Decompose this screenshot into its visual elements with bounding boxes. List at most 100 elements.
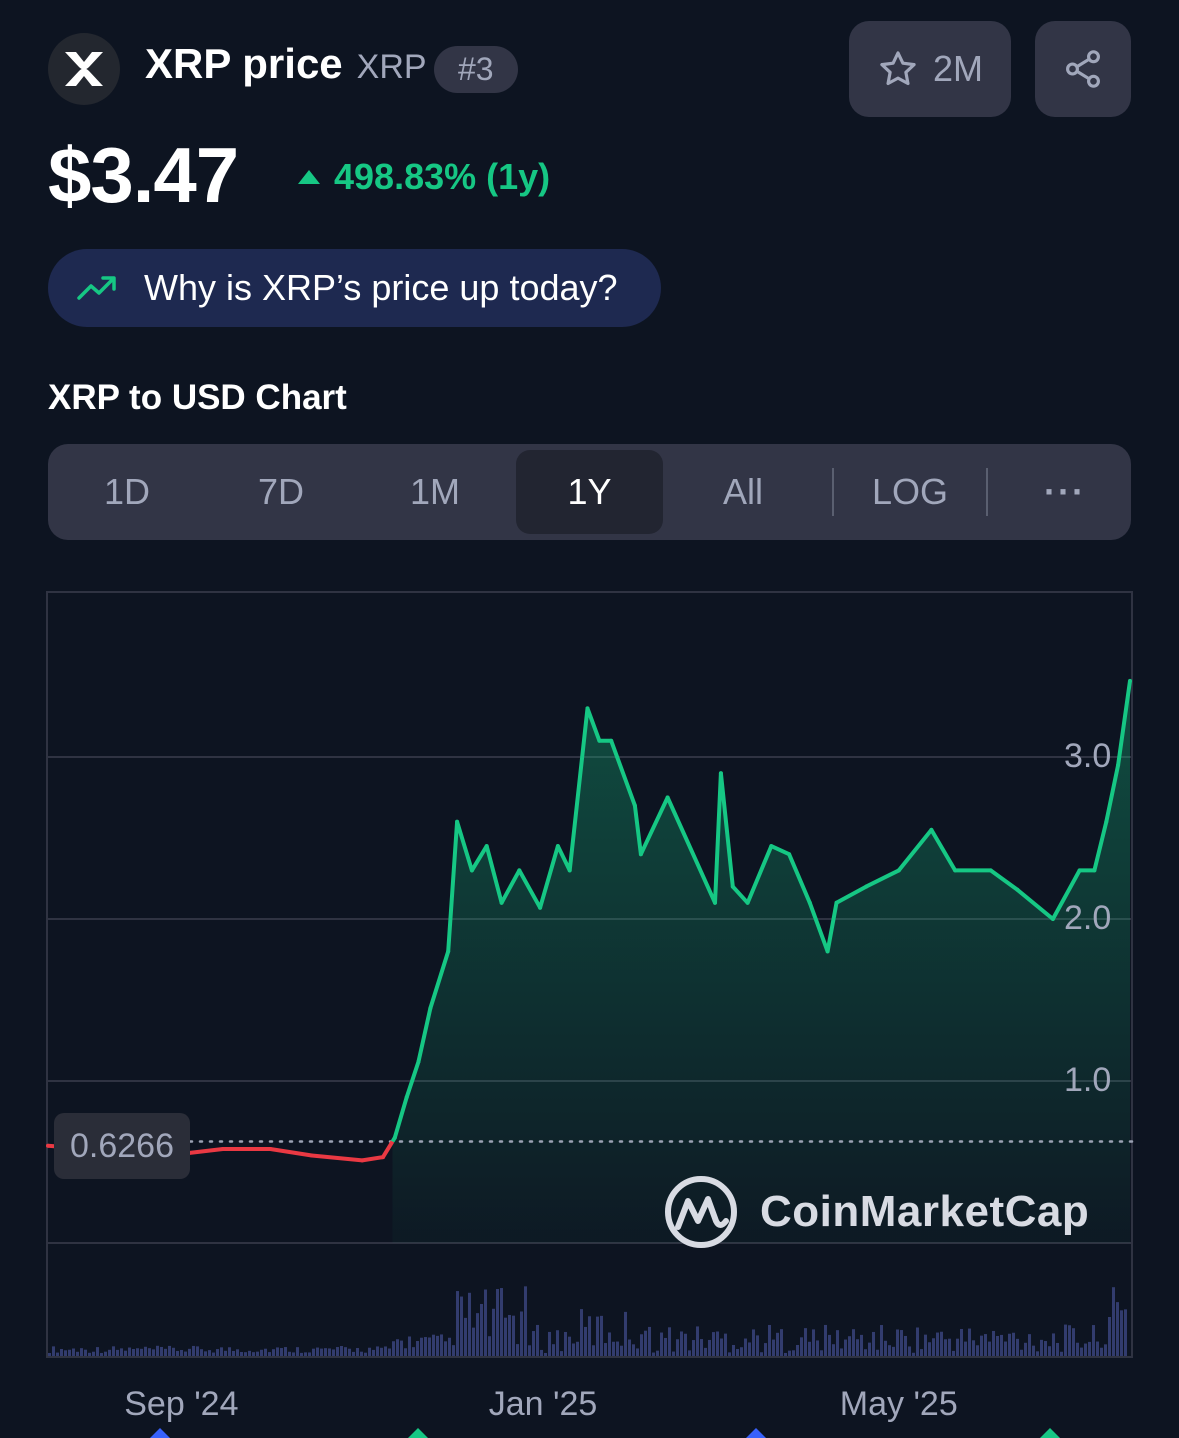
volume-bar [700,1339,703,1356]
why-price-up-button[interactable]: Why is XRP’s price up today? [48,249,661,327]
data-point [929,827,934,832]
volume-bar [1056,1342,1059,1356]
data-point [769,844,774,849]
tab-1y[interactable]: 1Y [516,450,663,534]
volume-bar [456,1291,459,1356]
volume-bar [948,1338,951,1356]
volume-bar [980,1335,983,1356]
event-marker-icon[interactable] [1040,1428,1060,1438]
volume-bar [300,1352,303,1356]
price-change: 498.83% (1y) [296,156,550,198]
volume-bar [276,1347,279,1356]
volume-bar [828,1334,831,1356]
volume-bar [820,1350,823,1356]
volume-bar [436,1335,439,1356]
volume-bar [96,1347,99,1356]
volume-bar [916,1327,919,1356]
volume-bar [152,1349,155,1356]
event-marker-icon[interactable] [150,1428,170,1438]
volume-bar [524,1286,527,1356]
tab-7d[interactable]: 7D [257,471,305,512]
volume-bar [552,1344,555,1356]
volume-bar [1084,1343,1087,1356]
data-point [787,852,792,857]
data-point [585,706,590,711]
volume-bar [384,1346,387,1356]
volume-bar [272,1349,275,1356]
volume-bar [788,1350,791,1356]
volume-bar [236,1349,239,1356]
volume-bar [288,1351,291,1356]
more-options-button[interactable]: ··· [1044,471,1086,512]
volume-bar [556,1330,559,1356]
volume-bar [808,1341,811,1356]
volume-bar [400,1340,403,1356]
volume-bar [660,1332,663,1356]
volume-bar [344,1347,347,1356]
trending-up-icon [77,276,116,300]
share-icon [1066,50,1100,88]
coin-title: XRP price XRP [145,40,427,88]
event-marker-icon[interactable] [408,1428,428,1438]
volume-bar [280,1348,283,1356]
volume-bar [740,1347,743,1356]
watermark-text: CoinMarketCap [760,1187,1090,1236]
volume-bar [1004,1341,1007,1356]
time-range-tabs: 1D 7D 1M 1Y All LOG ··· [48,444,1131,540]
volume-bar [136,1348,139,1356]
volume-bar [592,1345,595,1356]
volume-bar [860,1334,863,1356]
coin-symbol: XRP [356,48,427,86]
data-point [1050,917,1055,921]
volume-bar [64,1350,67,1356]
volume-bar [872,1331,875,1356]
share-button[interactable] [1035,21,1131,117]
rank-badge: #3 [434,46,518,93]
tab-1d[interactable]: 1D [103,471,151,512]
data-point [220,1147,225,1151]
y-tick-label: 2.0 [1064,899,1112,937]
volume-bar [864,1349,867,1356]
volume-bar [560,1351,563,1356]
volume-bar [964,1341,967,1356]
volume-bar [792,1350,795,1356]
volume-bar [776,1332,779,1356]
volume-bar [140,1348,143,1356]
volume-bar [624,1311,627,1356]
why-price-up-label: Why is XRP’s price up today? [144,267,618,308]
volume-bar [584,1326,587,1356]
volume-bar [608,1332,611,1356]
event-marker-icon[interactable] [746,1428,766,1438]
volume-bar [212,1352,215,1356]
coinmarketcap-logo-icon [665,1176,737,1248]
volume-bar [532,1331,535,1356]
volume-bar [752,1329,755,1356]
volume-bar [480,1303,483,1356]
volume-bar [252,1352,255,1356]
volume-bar [332,1349,335,1356]
data-point [567,868,572,873]
volume-bar [908,1346,911,1356]
volume-bar [388,1348,391,1356]
volume-bar [684,1333,687,1356]
volume-bar [444,1341,447,1356]
volume-bar [1064,1324,1067,1356]
watchlist-button[interactable]: 2M [849,21,1011,117]
volume-bar [132,1348,135,1356]
tab-all[interactable]: All [722,471,763,512]
volume-bar [1120,1310,1123,1356]
coinmarketcap-watermark: CoinMarketCap [664,1175,1089,1249]
tab-1m[interactable]: 1M [409,471,460,512]
volume-bar [824,1324,827,1356]
volume-bar [364,1352,367,1356]
volume-bar [408,1336,411,1356]
volume-bar [944,1339,947,1356]
tab-log[interactable]: LOG [871,471,949,512]
data-point [1077,868,1082,873]
volume-bar [516,1344,519,1356]
volume-bar [220,1347,223,1356]
volume-bar [712,1332,715,1356]
volume-bar [184,1351,187,1356]
volume-bar [1108,1316,1111,1356]
